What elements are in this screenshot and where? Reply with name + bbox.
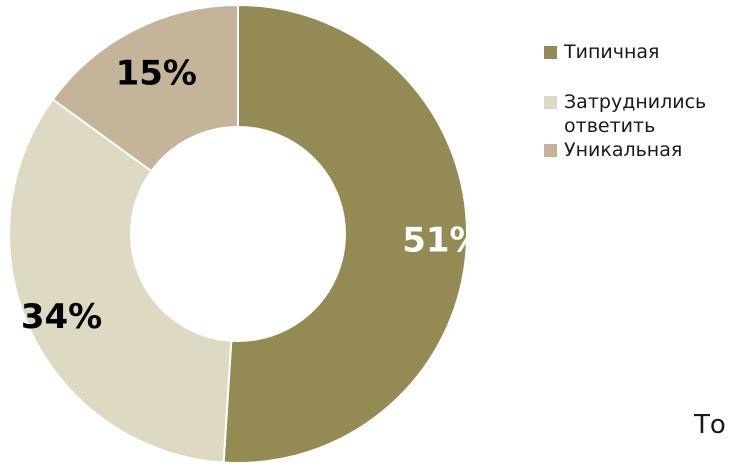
legend-swatch-typical — [544, 46, 557, 59]
legend-item-typical: Типичная — [544, 40, 734, 64]
legend-label-typical: Типичная — [564, 41, 660, 63]
legend-swatch-unique — [544, 144, 557, 157]
legend-swatch-undecided — [544, 96, 557, 109]
chart-legend: Типичная Затруднились ответить Уникальна… — [544, 40, 734, 162]
slice-undecided — [8, 97, 233, 464]
legend-label-unique: Уникальная — [564, 139, 683, 161]
slice-label-undecided: 34% — [21, 297, 102, 337]
slice-label-typical: 51% — [402, 220, 483, 260]
slice-unique — [51, 3, 239, 173]
slice-label-unique: 15% — [116, 54, 197, 94]
slice-typical — [222, 3, 468, 464]
legend-item-undecided: Затруднились ответить — [544, 90, 734, 138]
corner-text-fragment: То — [694, 410, 726, 440]
legend-item-unique: Уникальная — [544, 138, 734, 162]
legend-label-undecided: Затруднились ответить — [564, 91, 707, 137]
